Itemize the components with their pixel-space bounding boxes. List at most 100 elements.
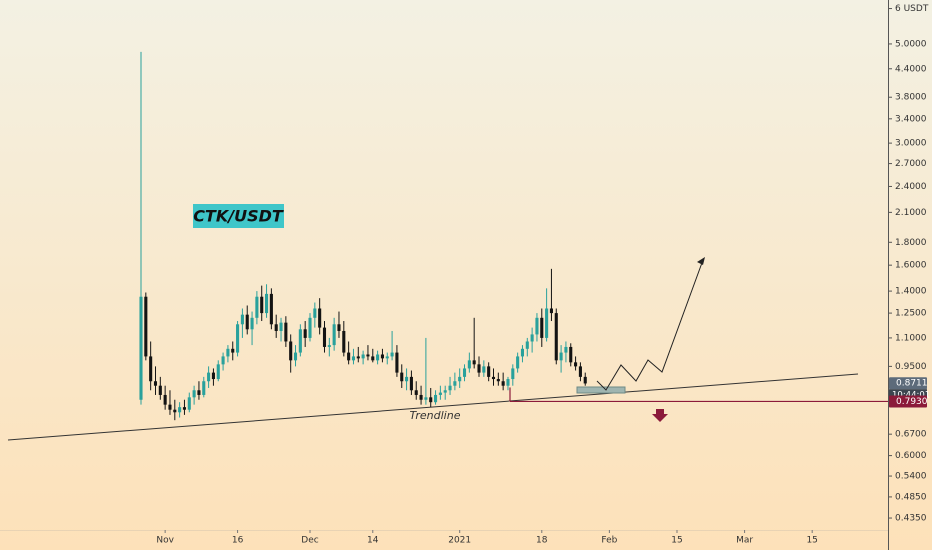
candle-body <box>448 385 452 391</box>
candle-body <box>207 372 211 382</box>
y-tick-label: 5.0000 <box>895 39 927 49</box>
x-tick-label: Feb <box>601 536 617 546</box>
x-tick-label: 16 <box>232 536 244 546</box>
candle-body <box>226 348 230 357</box>
x-tick-label: Dec <box>301 536 318 546</box>
candle-body <box>559 352 563 361</box>
x-tick-label: Nov <box>156 536 174 546</box>
y-tick-label: 3.8000 <box>895 93 927 103</box>
x-tick-label: Mar <box>736 536 753 546</box>
candle-body <box>390 352 394 357</box>
y-tick-label: 1.6000 <box>895 261 927 271</box>
candle-body <box>347 352 351 361</box>
candle-body <box>583 376 587 384</box>
candle-body <box>376 354 380 361</box>
y-tick-label: 2.1000 <box>895 208 927 218</box>
candle-body <box>303 329 307 338</box>
y-tick-label: 3.0000 <box>895 139 927 149</box>
candle-body <box>337 324 341 331</box>
x-tick-label: 15 <box>671 536 682 546</box>
candle-body <box>409 376 413 391</box>
price-tag-label: 0.8711 <box>896 379 928 389</box>
candle-body <box>332 324 336 346</box>
candle-body <box>540 317 544 338</box>
candle-body <box>371 356 375 361</box>
candle-body <box>569 346 573 363</box>
candle-body <box>477 364 481 373</box>
candle-body <box>149 356 153 382</box>
candle-body <box>327 345 331 347</box>
candle-body <box>525 341 529 349</box>
candle-body <box>173 409 177 413</box>
support-zone <box>576 386 626 394</box>
y-tick-label: 1.2500 <box>895 309 927 319</box>
candle-body <box>322 327 327 347</box>
candle-body <box>405 376 409 382</box>
candle-body <box>260 296 264 314</box>
y-tick-label: 2.4000 <box>895 182 927 192</box>
y-tick-label: 0.6700 <box>895 430 927 440</box>
candle-body <box>545 308 549 338</box>
y-tick-label: 1.4000 <box>895 287 927 297</box>
candle-body <box>535 317 539 335</box>
candle-body <box>429 397 433 403</box>
candle-body <box>549 308 553 314</box>
candle-body <box>211 372 215 380</box>
y-tick-label: 1.1000 <box>895 333 927 343</box>
projection-arrowhead <box>697 257 705 265</box>
candle-body <box>308 317 312 338</box>
candle-body <box>574 362 578 367</box>
candle-body <box>255 296 259 318</box>
y-tick-label: 6 USDT <box>895 4 929 14</box>
symbol-label-box <box>193 204 284 228</box>
candle-body <box>342 330 346 353</box>
y-tick-label: 1.8000 <box>895 238 927 248</box>
candle-body <box>458 376 462 382</box>
candle-body <box>419 394 423 400</box>
candle-body <box>438 392 442 395</box>
candle-body <box>400 372 404 382</box>
candle-body <box>298 329 302 353</box>
candle-body <box>245 314 249 330</box>
candle-body <box>356 356 360 359</box>
y-tick-label: 0.5400 <box>895 472 927 482</box>
trendline-label: Trendline <box>410 409 461 422</box>
candle-body <box>153 381 158 386</box>
y-tick-label: 0.4850 <box>895 492 927 502</box>
candle-body <box>250 317 254 330</box>
y-tick-label: 3.4000 <box>895 114 927 124</box>
candle-body <box>313 308 317 318</box>
candle-body <box>385 356 389 359</box>
projection-path <box>596 259 704 391</box>
candle-body <box>472 360 476 365</box>
trendline <box>7 373 859 441</box>
candle-body <box>501 381 505 386</box>
x-tick-label: 18 <box>536 536 548 546</box>
symbol-label: CTK/USDT <box>193 207 284 226</box>
price-tag-label: 0.7930 <box>896 397 928 407</box>
candle-body <box>491 376 496 380</box>
candle-body <box>144 296 148 357</box>
candle-body <box>487 366 491 377</box>
down-arrow <box>652 409 668 422</box>
candle-body <box>516 356 520 369</box>
price-tag-box <box>889 395 927 408</box>
candle-body <box>511 368 515 380</box>
candle-body <box>279 322 283 331</box>
candle-body <box>178 407 182 413</box>
candle-body <box>462 368 467 377</box>
candle-body <box>163 394 167 405</box>
candle-body <box>139 296 143 400</box>
candle-body <box>434 394 438 403</box>
candle-body <box>221 356 225 365</box>
candle-body <box>284 322 288 342</box>
candle-body <box>351 356 356 361</box>
candle-body <box>380 354 384 359</box>
candle-body <box>318 308 322 328</box>
x-tick-label: 2021 <box>448 536 471 546</box>
x-tick-label: 14 <box>367 536 379 546</box>
candle-body <box>361 354 365 359</box>
candle-body <box>467 360 471 369</box>
candle-body <box>274 324 278 331</box>
